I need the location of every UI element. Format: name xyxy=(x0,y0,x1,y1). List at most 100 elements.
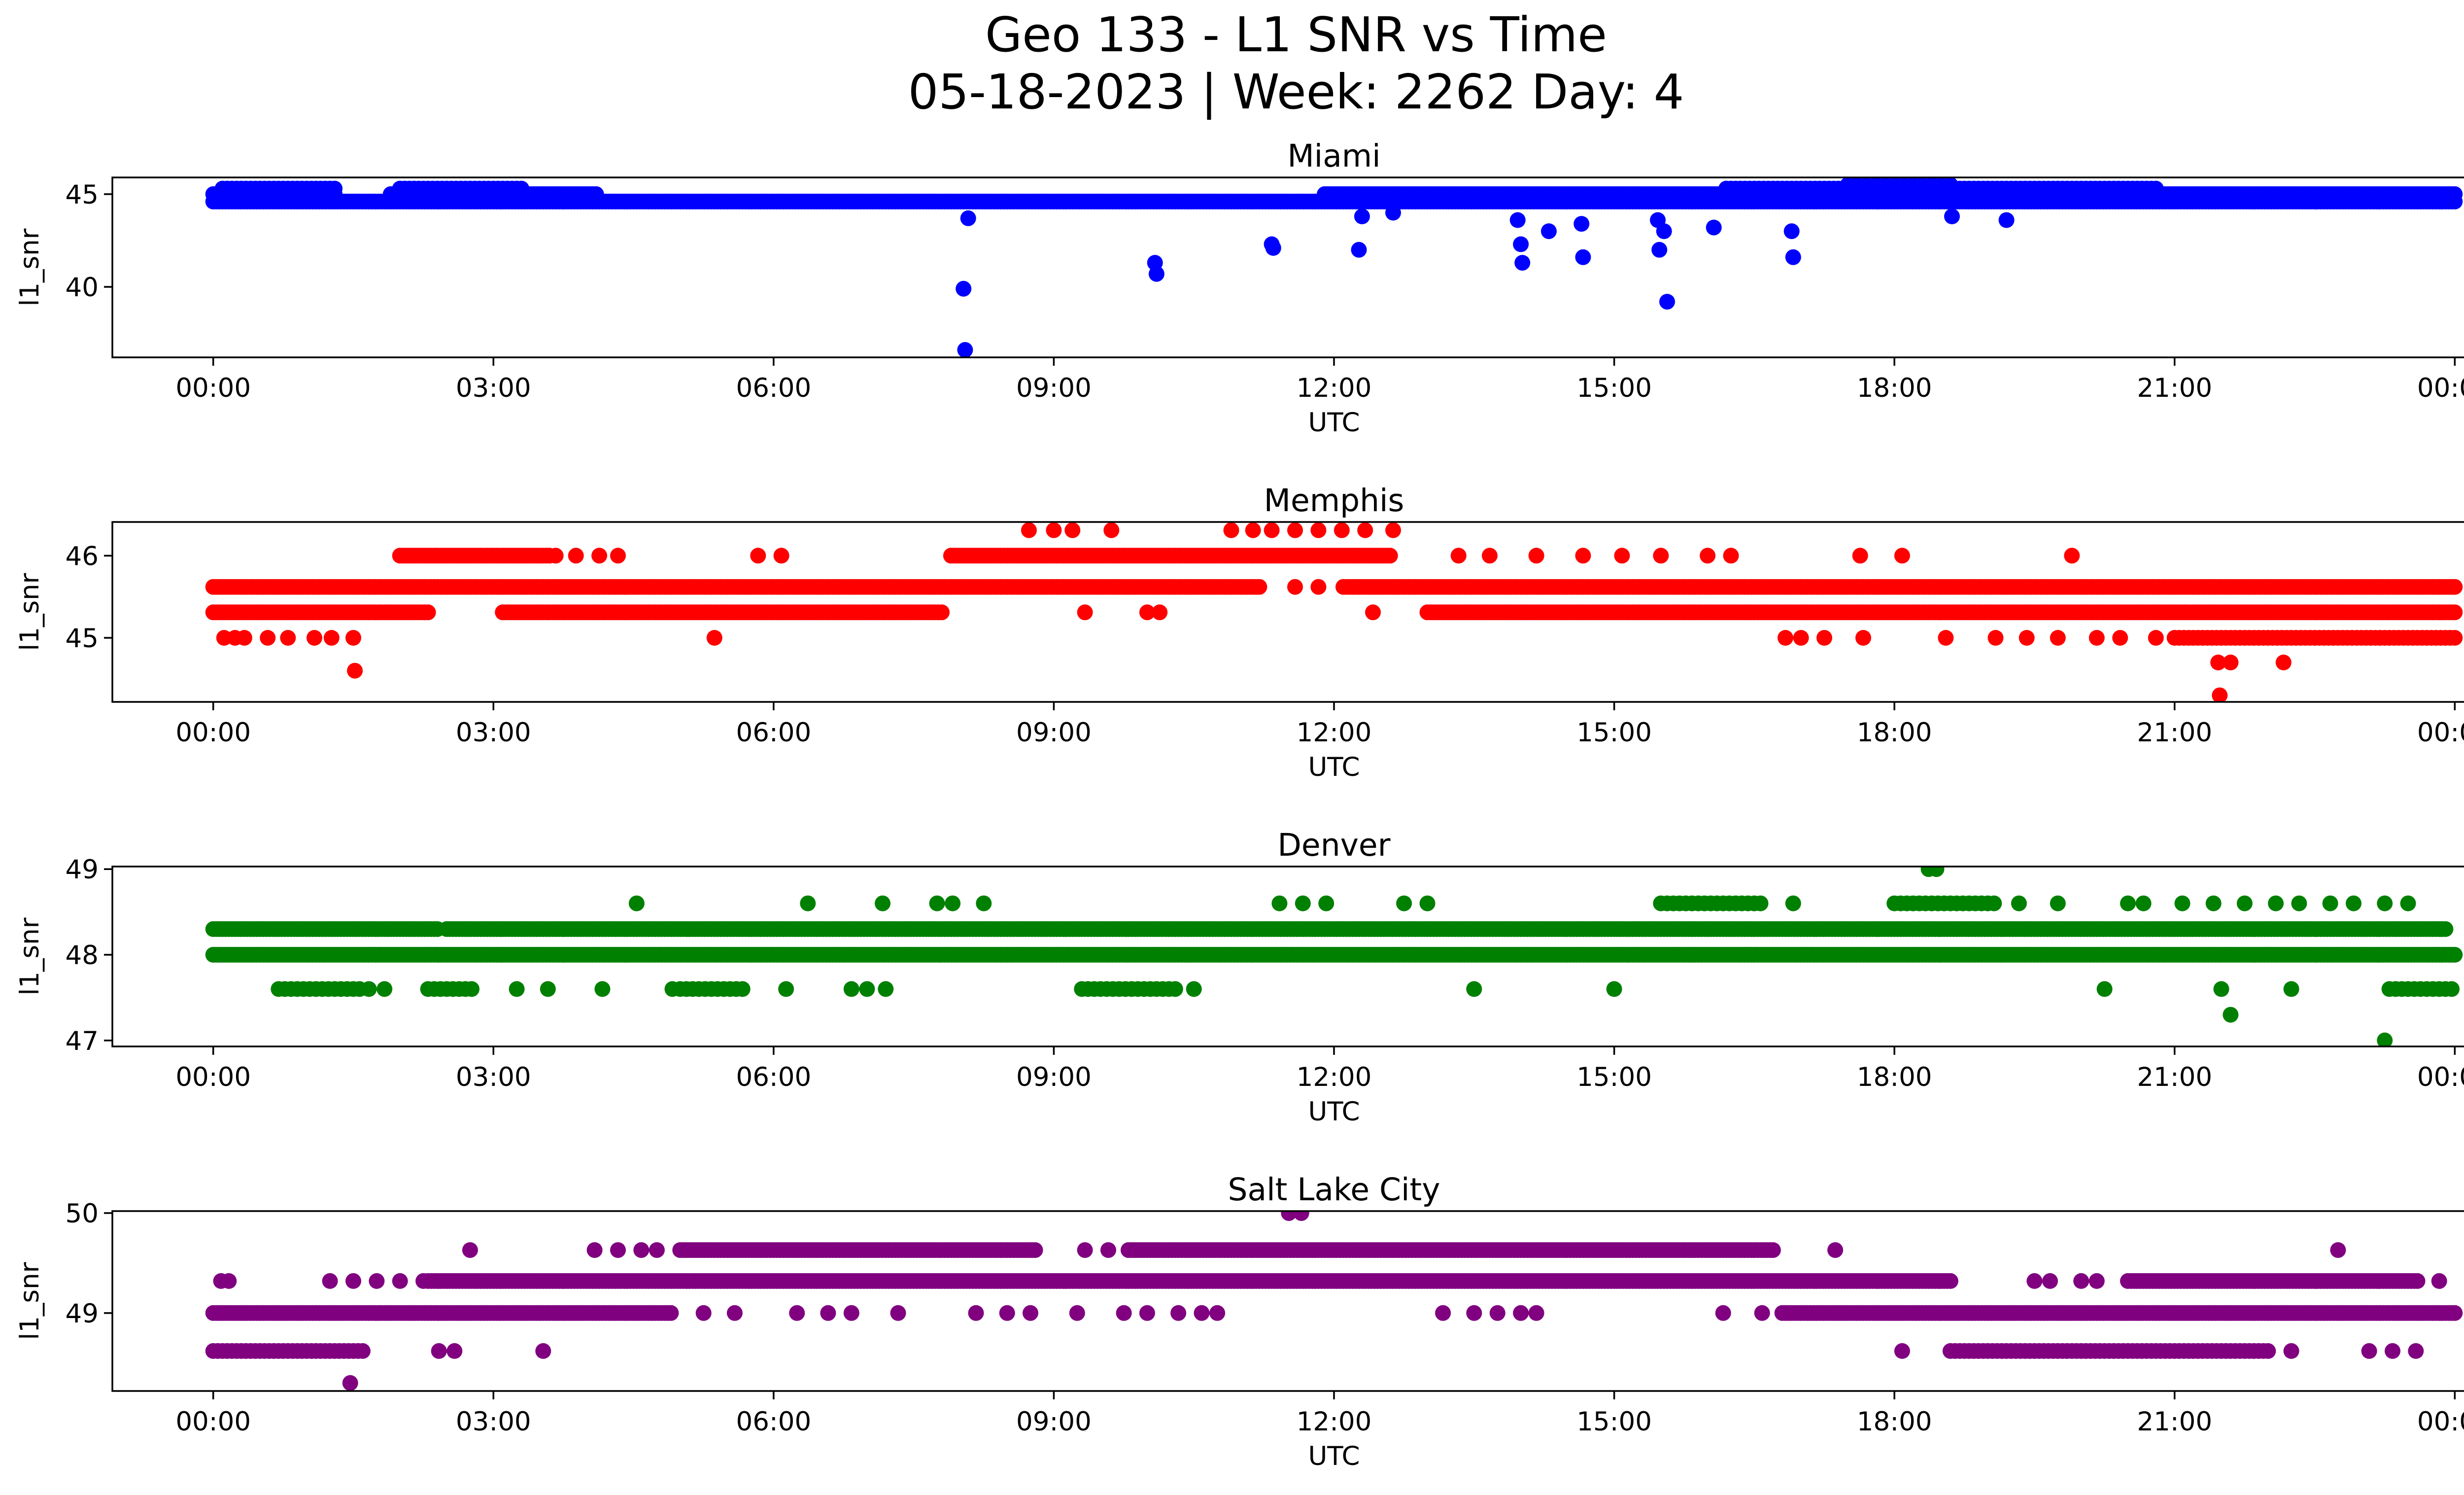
x-tick-label: 21:00 xyxy=(2137,1062,2212,1092)
data-point xyxy=(1574,216,1590,232)
data-point xyxy=(2444,981,2460,997)
data-point xyxy=(1419,895,1436,911)
x-tick-label: 03:00 xyxy=(456,1062,531,1092)
data-point xyxy=(2064,548,2080,564)
x-tick-label: 21:00 xyxy=(2137,373,2212,403)
y-axis-label: l1_snr xyxy=(15,573,45,651)
x-tick-label: 00:00 xyxy=(2417,373,2464,403)
data-point xyxy=(1152,604,1168,621)
x-tick-label: 03:00 xyxy=(456,718,531,748)
data-point xyxy=(1855,630,1871,646)
data-point xyxy=(345,630,361,646)
data-point xyxy=(2011,895,2027,911)
x-tick-label: 12:00 xyxy=(1297,718,1372,748)
data-point xyxy=(464,981,479,997)
data-point xyxy=(594,981,611,997)
x-tick-label: 03:00 xyxy=(456,373,531,403)
data-point xyxy=(2148,630,2164,646)
x-axis-label: UTC xyxy=(1308,1097,1360,1127)
y-tick-label: 48 xyxy=(66,940,99,971)
data-point xyxy=(1894,548,1910,564)
x-tick-label: 15:00 xyxy=(1576,718,1652,748)
data-point xyxy=(1513,236,1529,252)
data-point xyxy=(280,630,296,646)
x-tick-label: 09:00 xyxy=(1016,373,1092,403)
data-point xyxy=(1318,895,1335,911)
data-point xyxy=(2447,1305,2463,1321)
data-point xyxy=(1264,522,1280,538)
data-point xyxy=(568,548,584,564)
data-point xyxy=(875,895,890,911)
data-point xyxy=(513,180,530,197)
data-point xyxy=(2135,895,2152,911)
data-point xyxy=(1223,522,1239,538)
data-point xyxy=(2223,655,2239,670)
data-point xyxy=(2236,895,2253,911)
x-tick-label: 21:00 xyxy=(2137,718,2212,748)
x-tick-label: 06:00 xyxy=(736,718,811,748)
y-tick-label: 45 xyxy=(66,180,99,210)
data-point xyxy=(663,1305,679,1321)
data-point xyxy=(2400,895,2416,911)
data-point xyxy=(1103,522,1120,538)
data-point xyxy=(1351,242,1367,258)
data-point xyxy=(1540,223,1557,240)
data-point xyxy=(1245,522,1261,538)
data-point xyxy=(929,895,945,911)
data-point xyxy=(1606,981,1622,997)
data-point xyxy=(628,895,645,911)
data-point xyxy=(2291,895,2307,911)
data-point xyxy=(591,548,608,564)
data-point xyxy=(1752,895,1769,911)
x-axis-label: UTC xyxy=(1308,752,1360,782)
data-point xyxy=(540,981,556,997)
data-point xyxy=(1793,630,1809,646)
data-point xyxy=(1944,209,1960,224)
data-point xyxy=(1785,895,1801,911)
subplot-title: Memphis xyxy=(1264,483,1404,519)
data-point xyxy=(1251,579,1267,595)
data-point xyxy=(1575,249,1591,265)
data-point xyxy=(216,630,232,646)
data-point xyxy=(1656,223,1672,240)
x-tick-label: 00:00 xyxy=(2417,718,2464,748)
data-point xyxy=(2346,895,2361,911)
x-tick-label: 12:00 xyxy=(1297,1062,1372,1092)
data-point xyxy=(2112,630,2128,646)
subplot-title: Miami xyxy=(1287,138,1380,174)
data-point xyxy=(1287,579,1303,595)
data-point xyxy=(664,981,681,997)
data-point xyxy=(1998,212,2015,228)
data-point xyxy=(1271,895,1288,911)
data-point xyxy=(2050,630,2066,646)
data-point xyxy=(1928,867,1945,877)
x-tick-label: 18:00 xyxy=(1857,718,1932,748)
x-tick-label: 12:00 xyxy=(1297,373,1372,403)
x-tick-label: 00:00 xyxy=(175,373,251,403)
data-point xyxy=(1021,522,1037,538)
data-point xyxy=(347,662,363,679)
data-point xyxy=(2268,895,2284,911)
data-point xyxy=(1295,895,1311,911)
data-point xyxy=(1310,579,1327,595)
data-point xyxy=(1723,548,1739,564)
data-point xyxy=(1450,548,1467,564)
figure-title-line1: Geo 133 - L1 SNR vs Time xyxy=(985,7,1607,63)
y-tick-label: 45 xyxy=(66,624,99,654)
data-point xyxy=(2377,1032,2393,1046)
data-point xyxy=(1139,604,1155,621)
x-tick-label: 18:00 xyxy=(1857,373,1932,403)
subplot-title: Salt Lake City xyxy=(1228,1172,1440,1208)
data-point xyxy=(859,981,875,997)
x-tick-label: 06:00 xyxy=(736,373,811,403)
data-point xyxy=(376,981,393,997)
data-point xyxy=(420,604,436,621)
data-point xyxy=(2377,895,2393,911)
data-point xyxy=(706,630,722,646)
data-point xyxy=(1816,630,1832,646)
data-point xyxy=(1385,522,1401,538)
